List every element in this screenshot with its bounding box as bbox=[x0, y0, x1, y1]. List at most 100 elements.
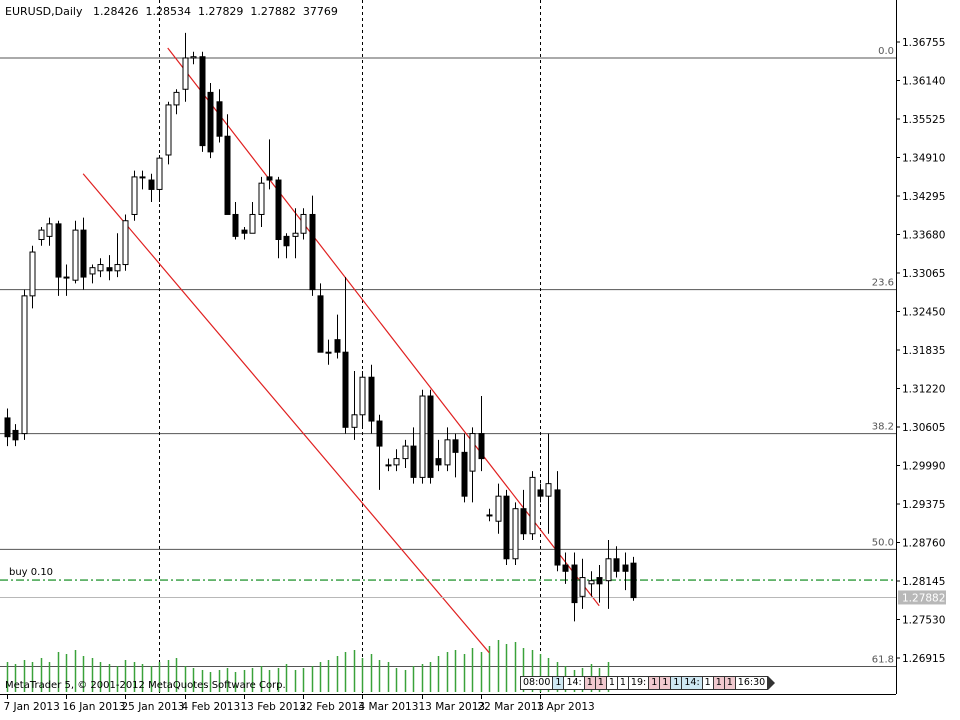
candle-body bbox=[325, 351, 332, 354]
candle-body bbox=[21, 295, 28, 435]
candle-body bbox=[258, 182, 265, 215]
candle-body bbox=[588, 580, 595, 585]
fibo-label: 61.8 bbox=[872, 654, 894, 665]
candle-body bbox=[72, 229, 79, 281]
tick-box: 1 bbox=[605, 676, 617, 690]
candle-body bbox=[89, 267, 96, 275]
candle-body bbox=[351, 414, 358, 428]
candle-body bbox=[613, 558, 620, 572]
candle-body bbox=[46, 223, 53, 237]
candle-body bbox=[503, 495, 510, 560]
candle-body bbox=[249, 213, 256, 234]
candle-body bbox=[12, 429, 19, 441]
price-tick-label: 1.29375 bbox=[902, 499, 945, 511]
volume-bars bbox=[6, 640, 610, 692]
candle-body bbox=[359, 376, 366, 416]
candle-body bbox=[131, 176, 138, 215]
candle-body bbox=[165, 104, 172, 156]
candle-body bbox=[579, 577, 586, 597]
tick-box: 08:00 bbox=[520, 676, 553, 690]
candle-body bbox=[97, 264, 104, 272]
candlesticks bbox=[4, 32, 637, 622]
candle-body bbox=[224, 135, 231, 215]
candle-body bbox=[309, 213, 316, 291]
tick-strip: 08:00 1 14: 1 1 1 1 19: 1 1 1 14: 1 1 1 16:30 bbox=[520, 676, 776, 690]
price-tick-label: 1.30605 bbox=[902, 422, 945, 434]
order-line[interactable] bbox=[0, 579, 896, 598]
candle-body bbox=[139, 176, 146, 179]
candle-body bbox=[106, 267, 113, 272]
candle-body bbox=[435, 458, 442, 466]
candle-body bbox=[292, 232, 299, 237]
candle-body bbox=[300, 213, 307, 234]
candle-body bbox=[402, 445, 409, 460]
tick-box: 1 bbox=[552, 676, 564, 690]
candle-body bbox=[80, 229, 87, 278]
candle-body bbox=[486, 514, 493, 517]
ohlc-readout: 1.28426 1.28534 1.27829 1.27882 37769 bbox=[92, 5, 338, 18]
time-tick-label: 25 Jan 2013 bbox=[122, 701, 185, 713]
current-price-label: 1.27882 bbox=[902, 592, 945, 604]
time-tick-label: 13 Feb 2013 bbox=[241, 701, 306, 713]
candle-body bbox=[529, 476, 536, 535]
price-tick-label: 1.31220 bbox=[902, 384, 945, 396]
candle-body bbox=[156, 157, 163, 190]
candle-body bbox=[334, 339, 341, 353]
candle-body bbox=[29, 251, 36, 297]
candle-body bbox=[114, 264, 121, 272]
price-tick-label: 1.34295 bbox=[902, 191, 945, 203]
tick-box: 14: bbox=[681, 676, 702, 690]
price-tick-label: 1.28760 bbox=[902, 538, 945, 550]
order-label: buy 0.10 bbox=[9, 567, 54, 578]
time-tick-label: 22 Mar 2013 bbox=[478, 701, 545, 713]
candle-body bbox=[173, 91, 180, 106]
candle-body bbox=[342, 351, 349, 428]
candle-body bbox=[562, 564, 569, 572]
candle-body bbox=[478, 433, 485, 460]
tick-box: 1 bbox=[712, 676, 724, 690]
price-tick-label: 1.27530 bbox=[902, 615, 945, 627]
candle-body bbox=[148, 179, 155, 190]
candle-body bbox=[317, 295, 324, 353]
candle-body bbox=[182, 57, 189, 90]
price-tick-label: 1.36140 bbox=[902, 76, 945, 88]
candle-body bbox=[554, 489, 561, 566]
candle-body bbox=[469, 433, 476, 472]
candle-body bbox=[385, 464, 392, 467]
price-tick-label: 1.34910 bbox=[902, 153, 945, 165]
copyright-text: MetaTrader 5, © 2001-2012 MetaQuotes Sof… bbox=[5, 680, 286, 691]
current-price-tag bbox=[898, 590, 946, 605]
tick-box: 1 bbox=[594, 676, 606, 690]
candle-body bbox=[545, 483, 552, 497]
price-tick-label: 1.31835 bbox=[902, 345, 945, 357]
candle-body bbox=[283, 235, 290, 247]
candle-body bbox=[207, 91, 214, 153]
candle-body bbox=[537, 489, 544, 497]
candle-body bbox=[199, 56, 206, 147]
trend-channel[interactable] bbox=[82, 47, 600, 654]
candle-body bbox=[444, 439, 451, 466]
candle-body bbox=[622, 564, 629, 572]
price-tick-label: 1.35525 bbox=[902, 114, 945, 126]
chart-header: EURUSD,Daily 1.28426 1.28534 1.27829 1.2… bbox=[5, 5, 338, 18]
tick-box: 14: bbox=[563, 676, 584, 690]
candle-body bbox=[122, 220, 129, 266]
candle-body bbox=[571, 564, 578, 604]
tick-box: 1 bbox=[648, 676, 660, 690]
candle-body bbox=[461, 451, 468, 497]
tick-box: 1 bbox=[659, 676, 671, 690]
candle-body bbox=[427, 395, 434, 478]
price-tick-label: 1.29990 bbox=[902, 461, 945, 473]
candle-body bbox=[376, 420, 383, 447]
price-tick-label: 1.33065 bbox=[902, 268, 945, 280]
time-tick-label: 22 Feb 2013 bbox=[300, 701, 365, 713]
channel-line-upper bbox=[167, 47, 600, 607]
price-tick-label: 1.26915 bbox=[902, 653, 945, 665]
candle-body bbox=[241, 229, 248, 234]
time-tick-label: 4 Feb 2013 bbox=[182, 701, 241, 713]
tick-box: 1 bbox=[616, 676, 628, 690]
candle-body bbox=[232, 213, 239, 237]
price-tick-label: 1.28145 bbox=[902, 576, 945, 588]
time-tick-label: 4 Mar 2013 bbox=[359, 701, 419, 713]
